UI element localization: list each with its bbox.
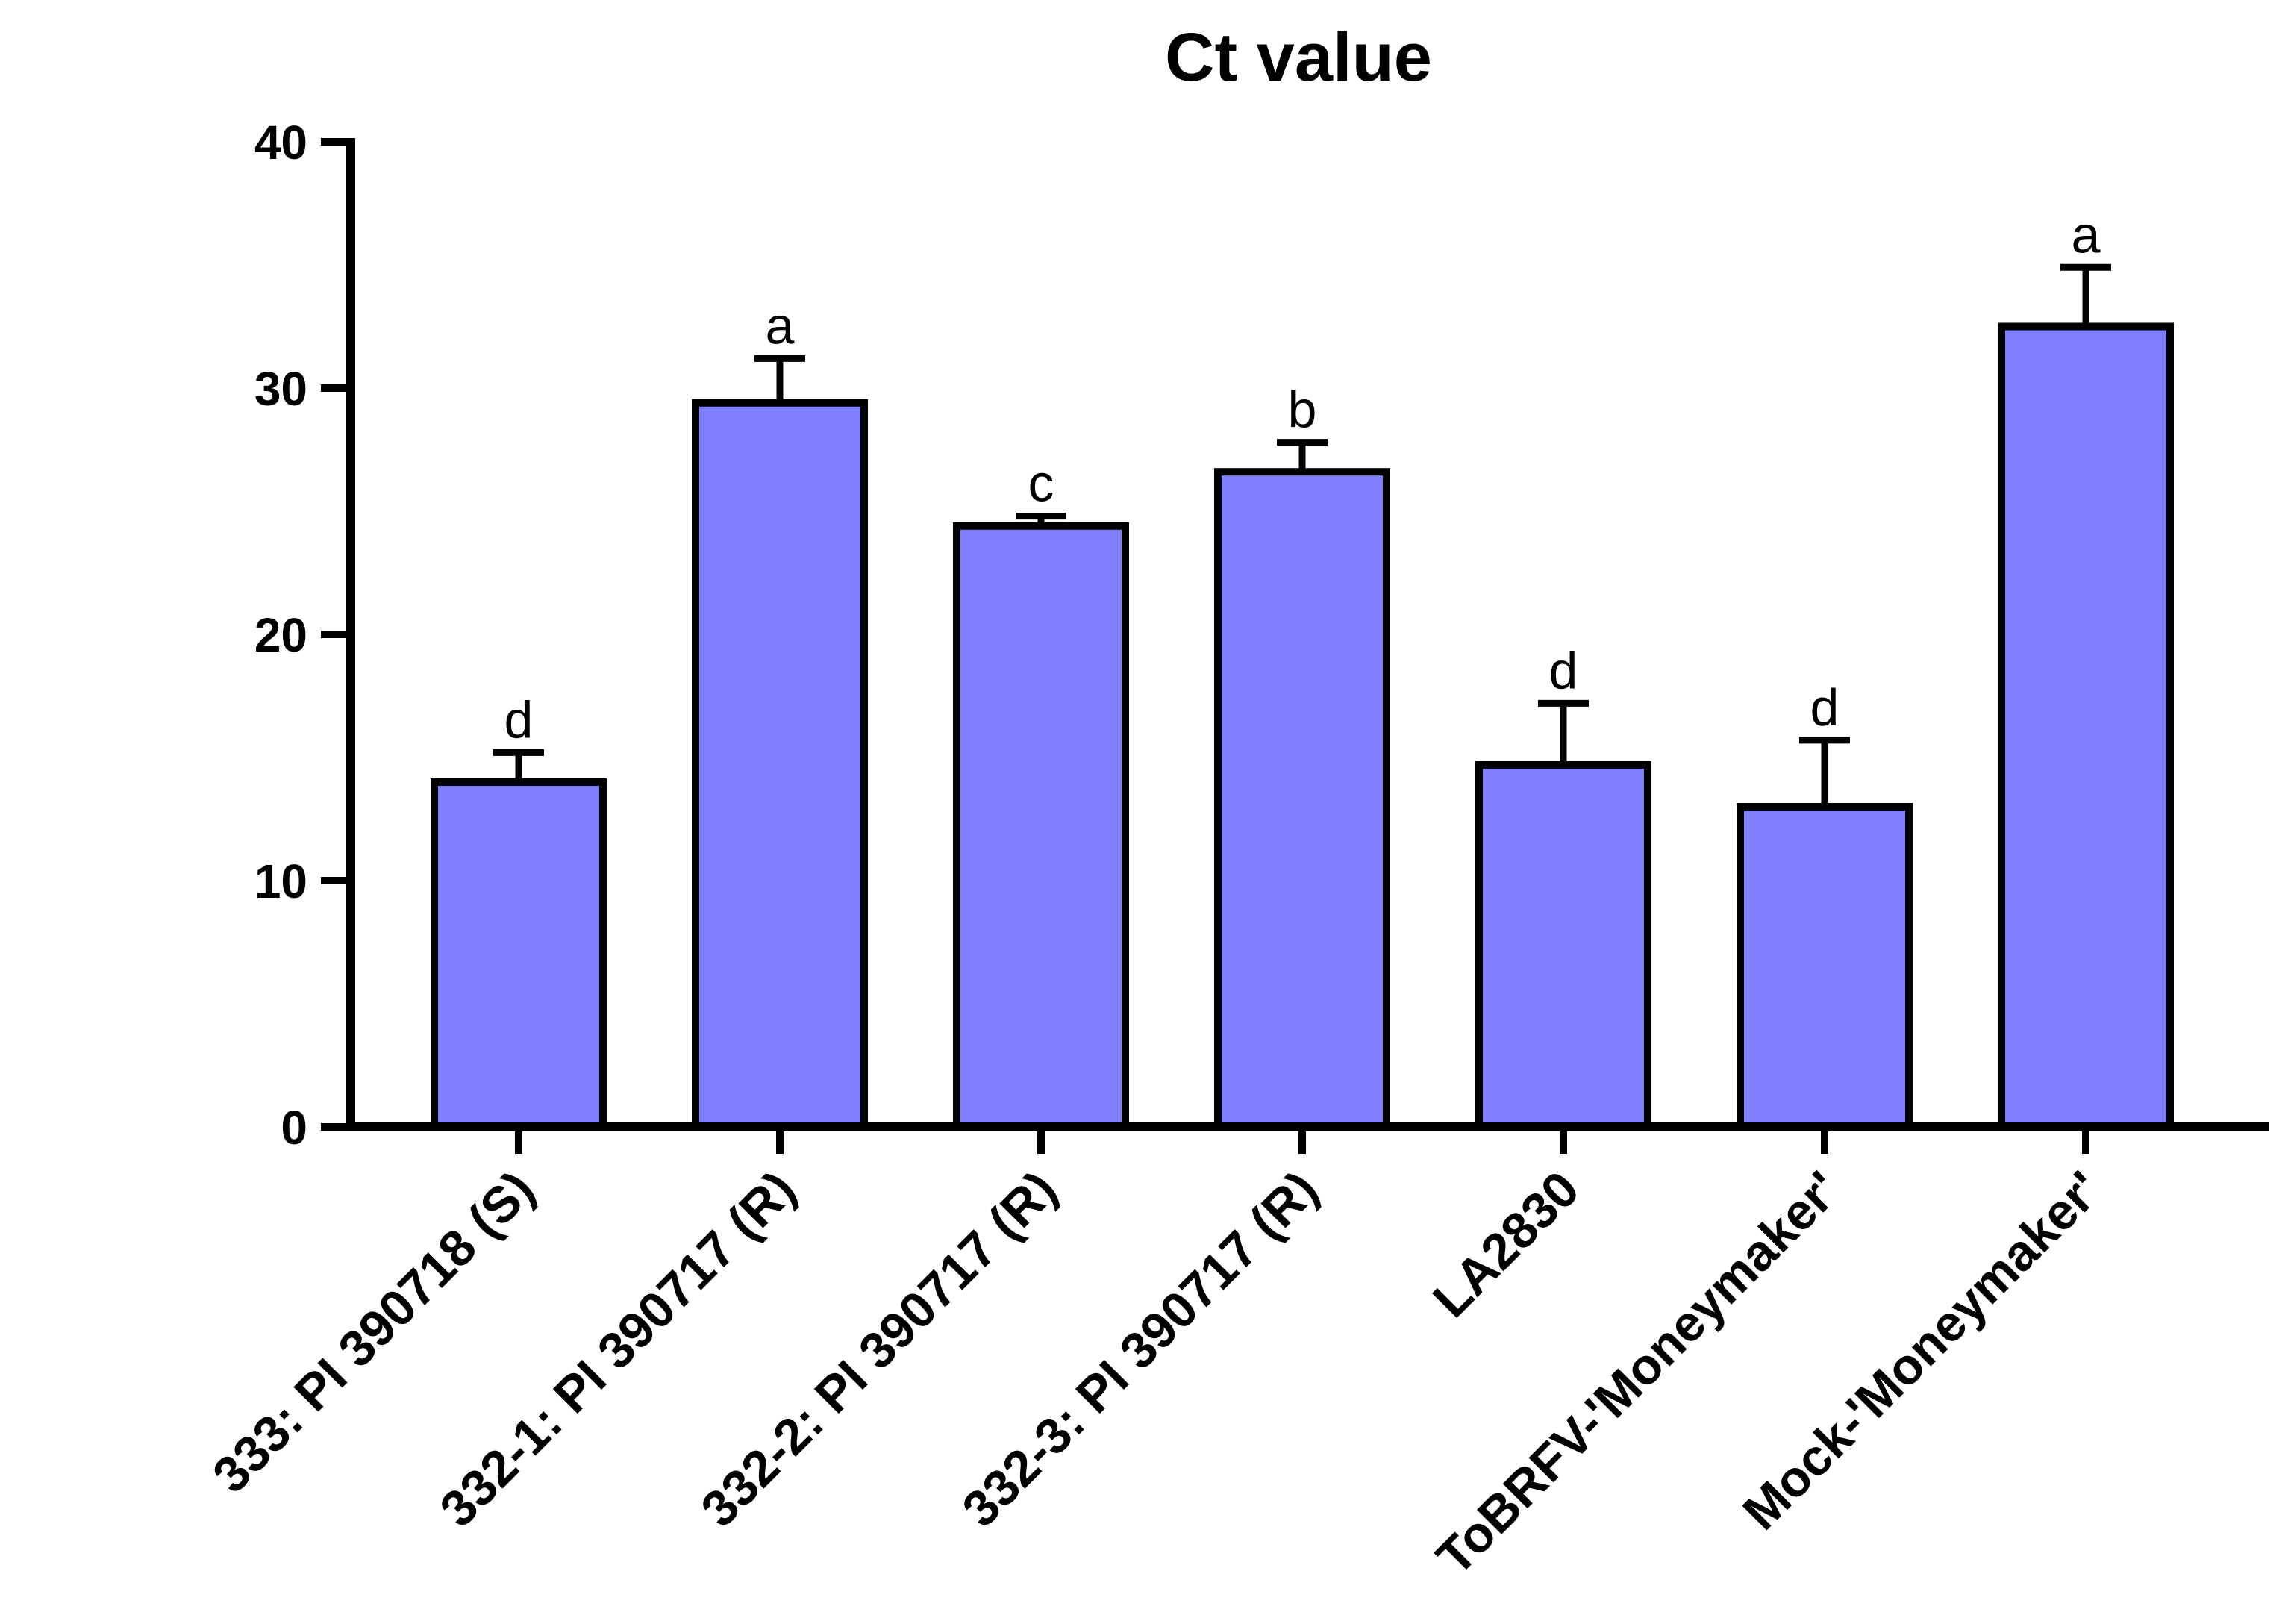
bar-3 — [953, 522, 1129, 1131]
bar-6 — [1737, 803, 1913, 1131]
bar-2 — [692, 399, 868, 1131]
bar-5 — [1475, 761, 1651, 1131]
bar-1 — [431, 778, 607, 1131]
significance-label-2: a — [766, 296, 795, 355]
significance-label-7: a — [2072, 205, 2101, 263]
chart-title: Ct value — [1165, 19, 1432, 96]
y-tick-label-4: 30 — [254, 362, 307, 416]
y-tick-label-1: 0 — [281, 1101, 307, 1155]
y-tick-label-2: 10 — [254, 855, 307, 908]
y-tick-label-5: 40 — [254, 116, 307, 169]
significance-label-5: d — [1549, 641, 1578, 699]
y-tick-label-3: 20 — [254, 608, 307, 662]
x-tick-label-5: LA2830 — [1422, 1161, 1590, 1328]
significance-label-6: d — [1810, 678, 1840, 737]
bar-7 — [1998, 322, 2174, 1131]
significance-label-3: c — [1028, 455, 1054, 513]
significance-label-4: b — [1288, 381, 1317, 439]
axes-layer — [321, 138, 2269, 1154]
bar-4 — [1214, 468, 1390, 1131]
significance-label-1: d — [504, 690, 534, 749]
error-bars-layer — [493, 263, 2111, 807]
